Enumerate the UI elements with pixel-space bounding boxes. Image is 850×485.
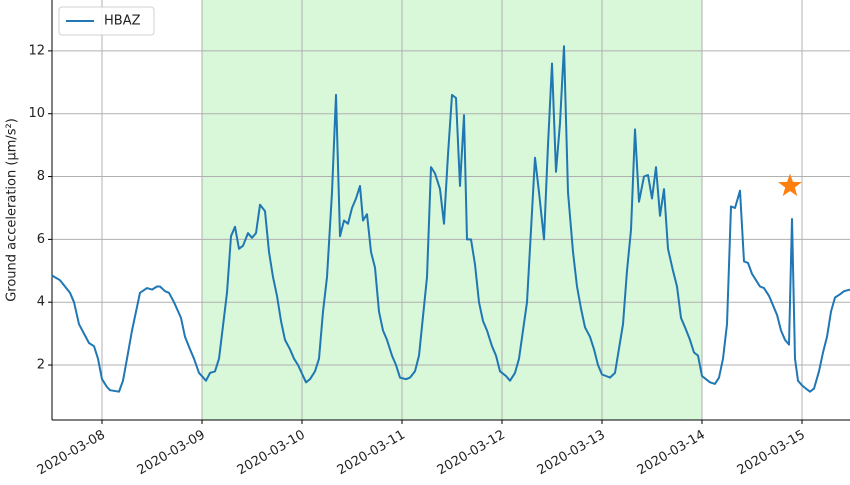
y-tick-label: 2: [37, 358, 45, 373]
shaded-region: [202, 0, 702, 420]
x-tick-label: 2020-03-12: [435, 428, 508, 479]
legend: HBAZ: [58, 6, 155, 36]
x-tick-label: 2020-03-14: [635, 428, 708, 479]
series-line: [51, 45, 850, 393]
y-tick-label: 10: [28, 106, 45, 121]
y-axis-label: Ground acceleration (μm/s²): [5, 118, 20, 302]
legend-label: HBAZ: [104, 14, 141, 29]
x-tick-label: 2020-03-13: [535, 428, 608, 479]
y-tick-label: 8: [37, 169, 45, 184]
x-tick-label: 2020-03-09: [135, 428, 208, 479]
y-tick-label: 4: [37, 295, 45, 310]
x-tick-label: 2020-03-11: [335, 428, 408, 479]
x-tick-label: 2020-03-15: [735, 428, 808, 479]
x-tick-label: 2020-03-10: [235, 428, 308, 479]
legend-box: [58, 6, 155, 36]
y-tick-label: 6: [37, 232, 45, 247]
x-tick-label: 2020-03-08: [35, 428, 108, 479]
y-tick-label: 12: [28, 43, 45, 58]
star-marker: [778, 173, 802, 197]
